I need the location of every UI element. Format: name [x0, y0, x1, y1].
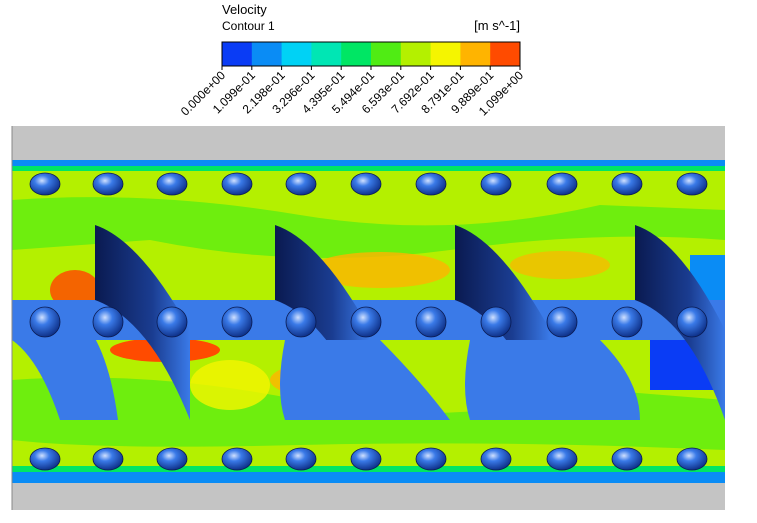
color-band: [281, 42, 312, 66]
sphere: [285, 306, 317, 338]
hemisphere: [221, 447, 253, 471]
hemisphere: [415, 447, 447, 471]
legend-title: Velocity: [222, 2, 267, 17]
sphere: [221, 306, 253, 338]
color-band: [400, 42, 432, 66]
hemisphere: [480, 447, 512, 471]
color-band: [430, 42, 461, 66]
sphere: [480, 306, 512, 338]
hemisphere: [611, 447, 643, 471]
color-bar-labels: 0.000e+001.099e-012.198e-013.296e-014.39…: [178, 68, 526, 118]
sphere: [350, 306, 382, 338]
hemisphere: [611, 172, 643, 196]
hemisphere: [29, 447, 61, 471]
hemisphere: [92, 172, 124, 196]
hemisphere: [350, 447, 382, 471]
color-band: [341, 42, 372, 66]
color-band: [371, 42, 402, 66]
hemisphere: [285, 172, 317, 196]
hemisphere: [546, 447, 578, 471]
color-band: [311, 42, 342, 66]
wall-bottom: [12, 483, 725, 510]
hemisphere: [156, 447, 188, 471]
hemisphere: [480, 172, 512, 196]
hemisphere: [350, 172, 382, 196]
hemisphere: [221, 172, 253, 196]
color-band: [460, 42, 491, 66]
legend-unit: [m s^-1]: [474, 18, 520, 33]
sphere: [611, 306, 643, 338]
spheres: [29, 172, 708, 471]
sphere: [676, 306, 708, 338]
sphere: [156, 306, 188, 338]
wall-top: [12, 126, 725, 160]
color-band: [222, 42, 253, 66]
hemisphere: [676, 172, 708, 196]
hemisphere: [415, 172, 447, 196]
hemisphere: [285, 447, 317, 471]
hemisphere: [546, 172, 578, 196]
sphere: [29, 306, 61, 338]
sphere: [92, 306, 124, 338]
hemisphere: [29, 172, 61, 196]
hemisphere: [92, 447, 124, 471]
legend-subtitle: Contour 1: [222, 19, 275, 33]
sphere: [546, 306, 578, 338]
color-band: [490, 42, 521, 66]
color-band: [251, 42, 283, 66]
color-bar: [221, 41, 521, 70]
sphere: [415, 306, 447, 338]
hemisphere: [156, 172, 188, 196]
hemisphere: [676, 447, 708, 471]
